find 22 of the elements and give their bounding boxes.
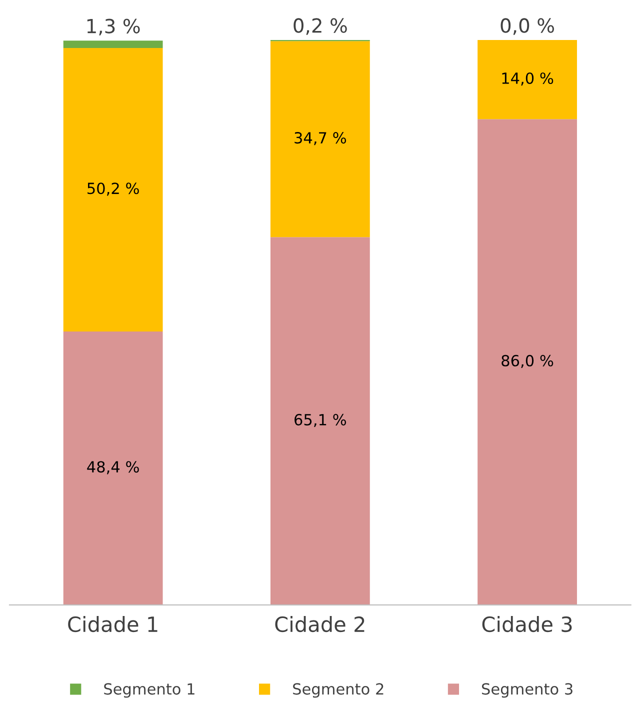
bar <box>63 48 163 332</box>
bar <box>63 40 163 48</box>
data-label: 0,0 % <box>500 18 554 35</box>
data-label: 65,1 % <box>294 414 346 428</box>
legend-label: Segmento 1 <box>104 683 194 698</box>
x-tick-label: Cidade 2 <box>275 616 364 632</box>
bar <box>270 41 370 238</box>
bar <box>478 119 577 605</box>
bar <box>270 237 370 605</box>
legend-label: Segmento 2 <box>293 683 384 698</box>
data-label: 0,2 % <box>294 18 347 35</box>
data-label: 14,0 % <box>502 72 554 86</box>
bar <box>63 332 163 605</box>
data-label: 86,0 % <box>502 354 554 368</box>
legend-label: Segmento 3 <box>482 683 572 698</box>
bar <box>478 40 577 120</box>
x-tick-label: Cidade 1 <box>68 616 158 632</box>
data-label: 34,7 % <box>294 132 346 146</box>
x-tick-label: Cidade 3 <box>482 616 572 632</box>
data-label: 50,2 % <box>88 182 139 196</box>
data-label: 48,4 % <box>87 461 139 474</box>
data-label: 1,3 % <box>87 18 140 36</box>
